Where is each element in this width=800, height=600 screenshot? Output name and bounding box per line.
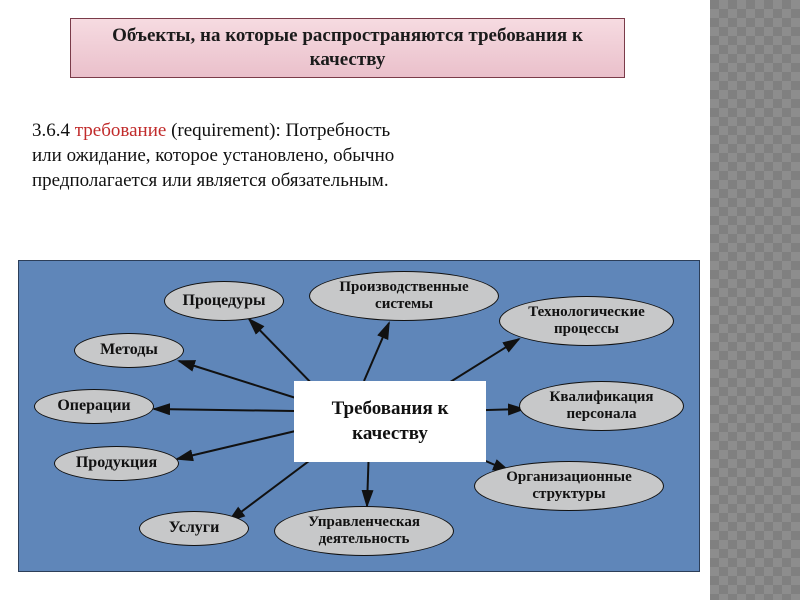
diagram-node-methods: Методы bbox=[74, 333, 184, 368]
diagram-center: Требования к качеству bbox=[294, 381, 486, 462]
diagram-panel: Требования к качеству Процедуры Производст… bbox=[18, 260, 700, 572]
diagram-node-services: Услуги bbox=[139, 511, 249, 546]
diagram-edge bbox=[154, 409, 294, 411]
diagram-node-tech_proc: Технологические процессы bbox=[499, 296, 674, 346]
diagram-node-operations: Операции bbox=[34, 389, 154, 424]
definition-parenthetical: (requirement): bbox=[171, 120, 281, 141]
definition-term: требование bbox=[75, 120, 167, 141]
diagram-node-prod_systems: Производственные системы bbox=[309, 271, 499, 321]
diagram-edge bbox=[179, 361, 299, 399]
diagram-edge bbox=[364, 323, 389, 381]
diagram-node-procedures: Процедуры bbox=[164, 281, 284, 321]
diagram-node-production: Продукция bbox=[54, 446, 179, 481]
diagram-edge bbox=[177, 429, 304, 459]
diagram-node-qualification: Квалификация персонала bbox=[519, 381, 684, 431]
diagram-node-org_struct: Организационные структуры bbox=[474, 461, 664, 511]
slide-title-text: Объекты, на которые распространяются тре… bbox=[79, 24, 616, 72]
decorative-sidebar bbox=[710, 0, 800, 600]
definition-block: 3.6.4 требование (requirement): Потребно… bbox=[32, 118, 412, 193]
slide-title: Объекты, на которые распространяются тре… bbox=[70, 18, 625, 78]
slide-stage: Объекты, на которые распространяются тре… bbox=[0, 0, 800, 600]
diagram-node-management: Управленческая деятельность bbox=[274, 506, 454, 556]
definition-number: 3.6.4 bbox=[32, 120, 70, 141]
